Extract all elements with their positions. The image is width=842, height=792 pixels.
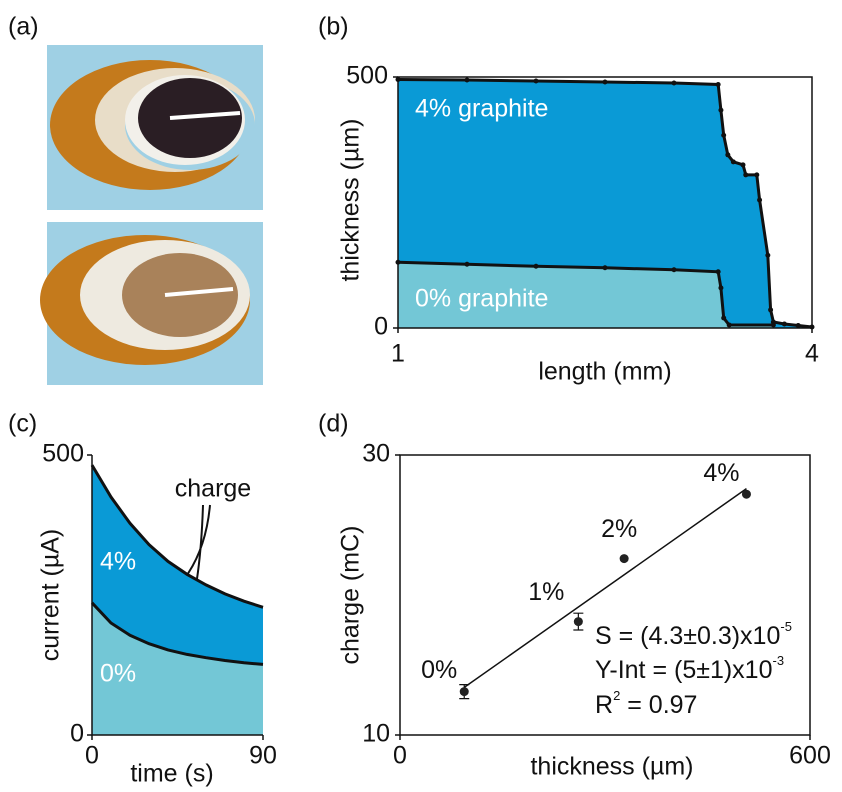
point [741, 489, 751, 499]
panel-label: (d) [318, 410, 349, 438]
series-label: 4% graphite [415, 95, 548, 123]
area [92, 602, 263, 735]
point [757, 197, 763, 203]
x-axis-label: length (mm) [538, 358, 671, 386]
axes [91, 455, 263, 736]
panel-label: (a) [8, 13, 39, 41]
annotation: S = (4.3±0.3)x10-5 [595, 619, 792, 649]
x-tick-label: 0 [393, 742, 407, 770]
y-tick-label: 0 [374, 313, 388, 341]
annotation-sup: -5 [780, 619, 792, 634]
point [602, 79, 608, 85]
annotation-text: R [595, 691, 613, 719]
y-axis-label: current (µA) [37, 529, 65, 661]
panel-label: (c) [8, 410, 37, 438]
point [718, 107, 724, 113]
point-label: 1% [528, 578, 564, 606]
point-label: 2% [601, 515, 637, 543]
annotation-text: Y-Int = (5±1)x10 [595, 656, 772, 684]
plot-frame [399, 454, 811, 736]
point [459, 687, 469, 697]
x-axis-label: time (s) [130, 760, 213, 788]
annotation-sup: 2 [613, 688, 620, 703]
point [602, 265, 608, 271]
y-tick-label: 500 [346, 62, 388, 90]
point [573, 617, 583, 627]
annotation-text: S = (4.3±0.3)x10 [595, 622, 780, 650]
point [715, 269, 721, 275]
y-tick-label: 30 [362, 440, 390, 468]
plot-frame [397, 76, 813, 329]
point-label: 4% [703, 459, 739, 487]
y-tick-label: 0 [70, 720, 84, 748]
annotation-text: = 0.97 [620, 691, 697, 719]
y-axis-label: charge (mC) [337, 526, 365, 665]
x-tick-label: 90 [249, 742, 277, 770]
y-tick-label: 500 [42, 440, 84, 468]
photo-bottom [40, 222, 263, 385]
series-label: 0% [100, 660, 136, 688]
point [619, 554, 629, 564]
point [743, 172, 749, 178]
line [397, 260, 774, 327]
point [765, 252, 771, 258]
annotation: charge [175, 475, 251, 503]
point [768, 307, 774, 313]
point [533, 263, 539, 269]
point [464, 77, 470, 83]
point [464, 261, 470, 267]
panel-label: (b) [318, 13, 349, 41]
point [770, 322, 776, 328]
fit-line [463, 487, 747, 689]
point [730, 159, 736, 165]
x-tick-label: 1 [391, 340, 405, 368]
point [671, 80, 677, 86]
point [740, 162, 746, 168]
x-tick-label: 600 [789, 742, 831, 770]
area [398, 262, 774, 328]
x-axis-label: thickness (µm) [530, 753, 693, 781]
point [715, 82, 721, 88]
point [533, 78, 539, 84]
annotation: R2 = 0.97 [595, 688, 697, 718]
y-tick-label: 10 [362, 720, 390, 748]
series-label: 4% [100, 548, 136, 576]
point [726, 322, 732, 328]
point [721, 315, 727, 321]
point [754, 172, 760, 178]
annotation-sup: -3 [772, 653, 784, 668]
y-axis-label: thickness (µm) [337, 118, 365, 281]
photo-top [47, 45, 263, 210]
series-label: 0% graphite [415, 285, 548, 313]
point [725, 152, 731, 158]
x-tick-label: 0 [85, 742, 99, 770]
annotation: Y-Int = (5±1)x10-3 [595, 653, 784, 683]
point [781, 321, 787, 327]
point [718, 285, 724, 291]
point [721, 132, 727, 138]
x-tick-label: 4 [805, 340, 819, 368]
line [90, 601, 264, 666]
line [90, 464, 264, 609]
point [795, 322, 801, 328]
point [671, 267, 677, 273]
point-label: 0% [421, 656, 457, 684]
